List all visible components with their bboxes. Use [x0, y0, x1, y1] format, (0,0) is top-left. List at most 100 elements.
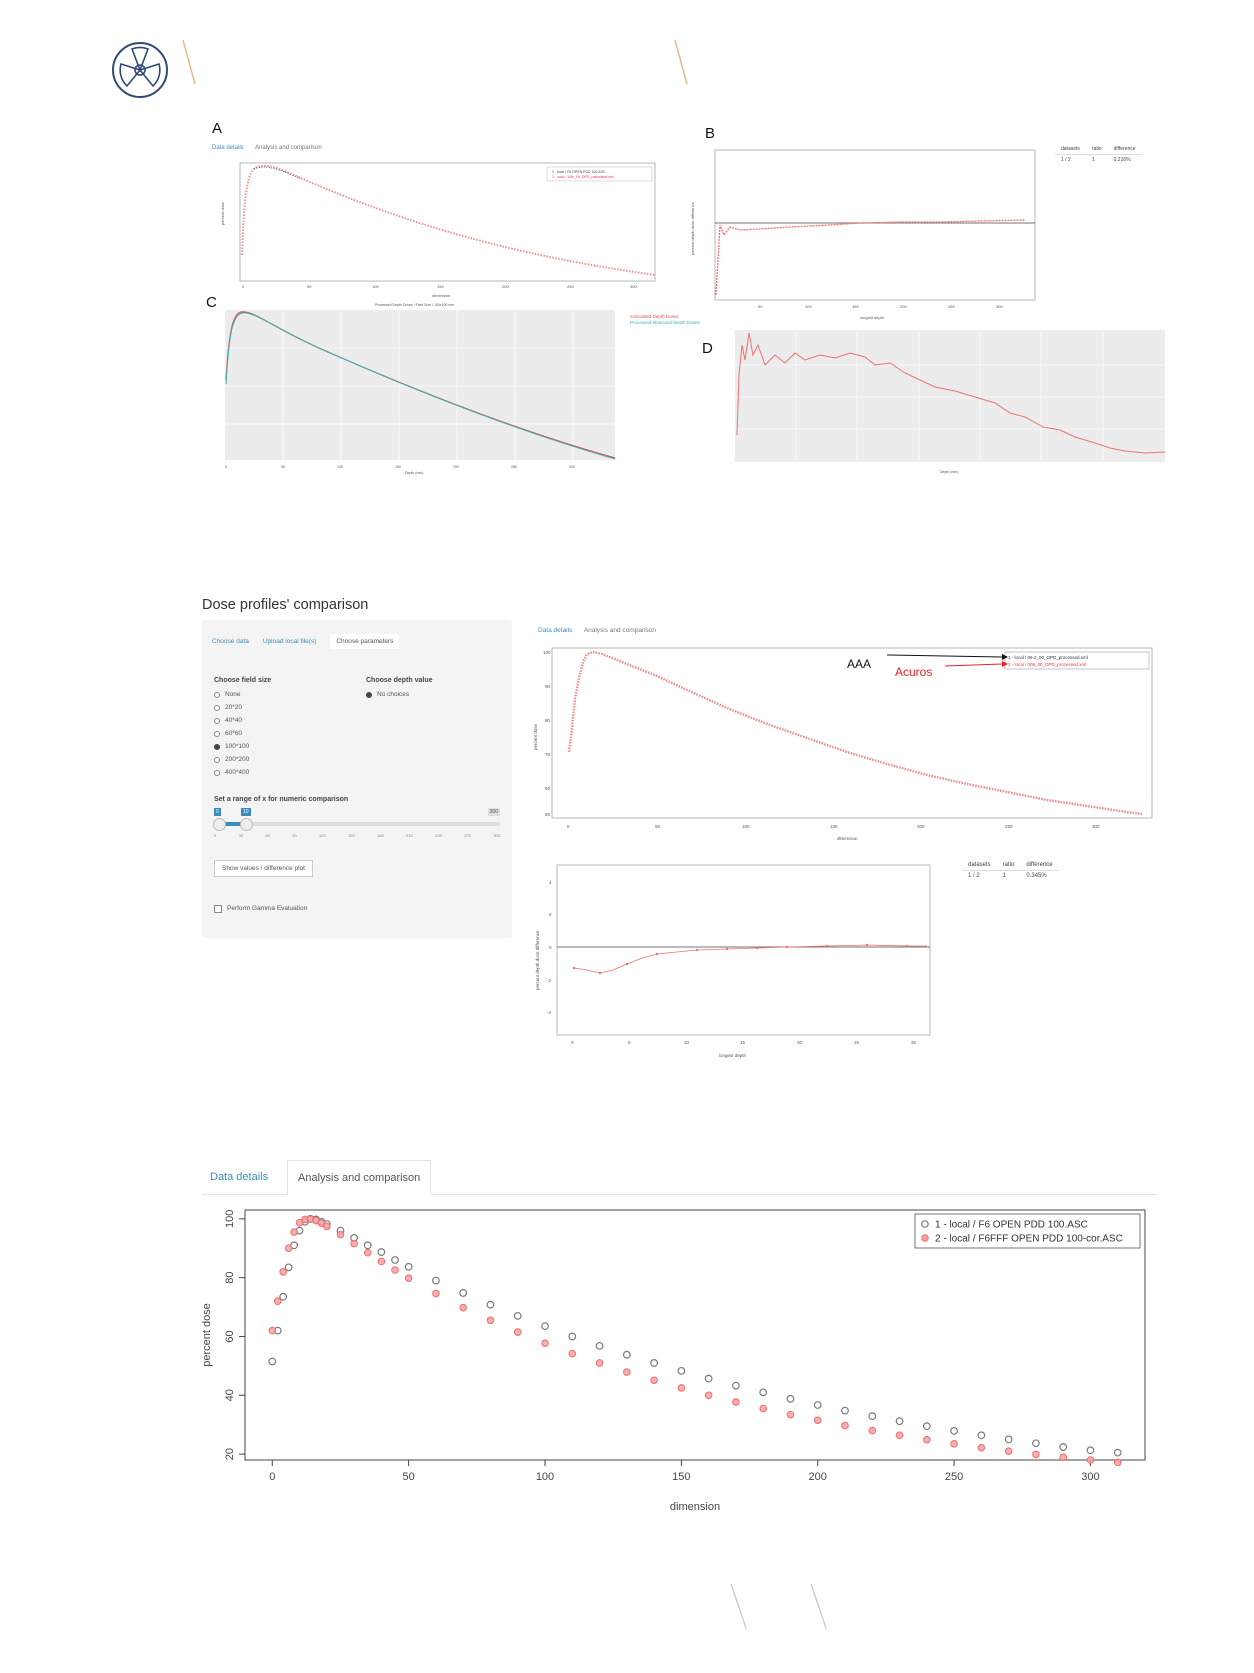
tab-data-details[interactable]: Data details: [538, 627, 573, 634]
panel-c-x-label: Depth (mm): [405, 471, 423, 475]
radio-label: 200*200: [225, 756, 250, 763]
panel-b-letter: B: [705, 125, 716, 142]
data-point-series-2: [1004, 1447, 1013, 1455]
diff-y-tick: 4: [549, 880, 552, 885]
show-values-button[interactable]: Show values / difference plot: [214, 860, 313, 877]
data-point-series-2: [868, 1426, 877, 1435]
tab-upload-local-files[interactable]: Upload local file(s): [262, 638, 317, 645]
slider-selected-range: [218, 822, 244, 826]
data-point-series-1: [284, 1263, 293, 1272]
radio-label: 40*40: [225, 717, 242, 724]
middle-chart: 1 - local / 06-2_00_OPD_processed.xml 2 …: [533, 647, 1153, 841]
panel-c-x-tick: 100: [337, 465, 343, 469]
annotation-acuros: Acuros: [895, 665, 932, 679]
data-point-series-2: [279, 1267, 287, 1276]
data-point-series-2: [432, 1289, 440, 1298]
panel-d-chart: Depth (mm): [735, 330, 1166, 474]
data-point-series-2: [295, 1218, 304, 1227]
data-point-series-2: [1059, 1453, 1067, 1462]
data-point-series-1: [391, 1256, 399, 1264]
radio-option[interactable]: 400*400: [214, 766, 249, 779]
panel-b-stats-table: datasets ratio difference 1 / 2 1 0.216%: [1055, 144, 1142, 165]
middle-y-tick: 50: [545, 812, 551, 817]
tab-data-details[interactable]: Data details: [212, 145, 244, 151]
table-header: datasets: [1055, 144, 1086, 155]
radio-dot: [214, 717, 220, 724]
radio-option-selected[interactable]: 100*100: [214, 740, 249, 753]
header-divider-left: [182, 39, 196, 85]
slider-tick: 180: [377, 833, 384, 838]
x-axis-label: dimension: [670, 1501, 720, 1513]
panel-c-x-tick: 300: [569, 465, 575, 469]
bottom-tabs: Data details Analysis and comparison: [202, 1160, 1157, 1195]
legend-box: [914, 1213, 1141, 1249]
panel-b-x-label: longest depth: [860, 315, 884, 320]
panel-c-letter: C: [206, 294, 217, 311]
diff-x-label: longest depth: [719, 1053, 747, 1058]
radio-option-selected[interactable]: No choices: [366, 688, 409, 701]
data-point-series-1: [868, 1412, 877, 1421]
panel-a-x-tick: 0: [242, 284, 245, 289]
radio-option[interactable]: 60*60: [214, 727, 249, 740]
y-tick-label: 60: [224, 1330, 236, 1342]
slider-handle-low[interactable]: [213, 818, 226, 831]
data-point-series-1: [977, 1431, 986, 1440]
data-point-series-1: [650, 1359, 658, 1367]
middle-y-tick: 100: [543, 650, 551, 655]
radio-option[interactable]: 40*40: [214, 714, 249, 727]
panel-a-x-tick: 100: [372, 284, 379, 289]
middle-legend-1: 1 - local / 06-2_00_OPD_processed.xml: [1008, 655, 1088, 660]
data-point-series-1: [486, 1300, 495, 1309]
radio-label: 60*60: [225, 730, 242, 737]
table-header: ratio: [996, 860, 1021, 871]
middle-x-tick: 50: [655, 824, 661, 829]
x-tick-label: 250: [945, 1471, 963, 1483]
table-cell: 1 / 2: [968, 873, 980, 879]
panel-d-x-label: Depth (mm): [940, 470, 958, 474]
checkbox-box[interactable]: [214, 904, 222, 913]
slider-handle-high[interactable]: [240, 818, 253, 831]
radio-option[interactable]: 20*20: [214, 701, 249, 714]
panel-b-x-tick: 150: [852, 304, 859, 309]
radio-option[interactable]: None: [214, 688, 249, 701]
tab-analysis[interactable]: Analysis and comparison: [583, 627, 657, 634]
tab-data-details[interactable]: Data details: [210, 1171, 269, 1183]
radio-dot: [214, 769, 220, 776]
panel-d-letter: D: [702, 340, 713, 357]
panel-c-legend-2: Processed Measured Depth Doses: [630, 320, 700, 325]
gamma-evaluation-checkbox[interactable]: Perform Gamma Evaluation: [214, 902, 307, 915]
tab-analysis[interactable]: Analysis and comparison: [255, 145, 322, 151]
diff-y-tick: -4: [547, 1010, 551, 1015]
radio-option[interactable]: 200*200: [214, 753, 249, 766]
diff-x-tick: 10: [684, 1040, 690, 1045]
middle-y-tick: 60: [545, 786, 551, 791]
sidebar-tabs: Choose data Upload local file(s) Choose …: [212, 634, 400, 649]
middle-x-tick: 0: [567, 824, 570, 829]
panel-a-tabs: Data details Analysis and comparison: [212, 145, 322, 151]
middle-x-tick: 250: [1005, 824, 1013, 829]
tab-choose-data[interactable]: Choose data: [212, 638, 249, 645]
y-axis-label: percent dose: [201, 1303, 213, 1367]
panel-c-legend: Calculated Depth Doses Processed Measure…: [630, 314, 700, 326]
radio-dot: [214, 730, 220, 737]
radio-label: 20*20: [225, 704, 242, 711]
diff-y-tick: -2: [547, 978, 551, 983]
slider-tick: 120: [319, 833, 326, 838]
legend-marker-1: [921, 1220, 929, 1228]
radio-dot: [214, 743, 220, 750]
data-point-series-1: [1113, 1448, 1122, 1457]
footer-divider-right: [810, 1583, 827, 1629]
diff-x-tick: 20: [797, 1040, 803, 1045]
range-slider[interactable]: 0 10 300 0 30 60 90 120 150 180 210 240 …: [213, 808, 500, 842]
tab-analysis-and-comparison[interactable]: Analysis and comparison: [287, 1160, 432, 1195]
panel-a-x-tick: 300: [630, 284, 637, 289]
radio-dot: [214, 691, 220, 698]
diff-y-tick: 0: [549, 945, 552, 950]
range-label: Set a range of x for numeric comparison: [214, 796, 349, 803]
slider-track[interactable]: [214, 822, 500, 826]
data-point-series-2: [786, 1410, 795, 1419]
y-tick-label: 100: [224, 1210, 236, 1228]
panel-c-x-tick: 0: [225, 465, 227, 469]
tab-choose-parameters[interactable]: Choose parameters: [330, 634, 400, 649]
data-point-series-2: [1032, 1450, 1040, 1459]
